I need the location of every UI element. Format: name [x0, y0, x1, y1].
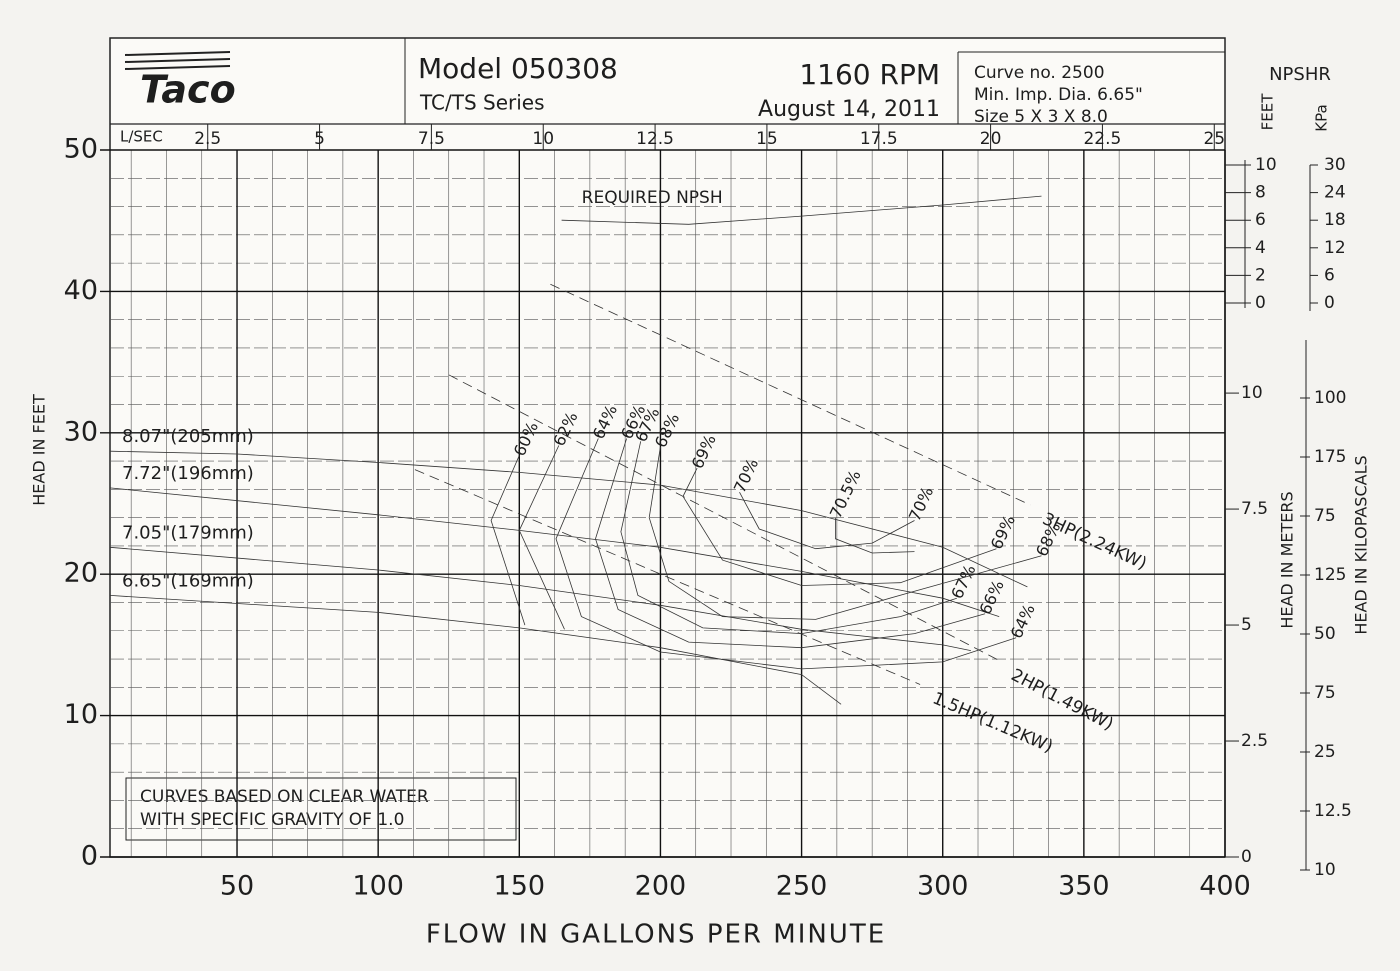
hp-line	[448, 374, 1000, 661]
y-tick-label: 40	[64, 275, 98, 306]
kpa-tick-label: 100	[1314, 388, 1346, 408]
hp-line	[414, 469, 921, 685]
npsh-axis-title: NPSHR	[1269, 64, 1331, 85]
efficiency-curve	[835, 517, 915, 554]
curve-info: Size 5 X 3 X 8.0	[974, 107, 1108, 127]
top-tick-label: 22.5	[1083, 129, 1121, 149]
top-tick-label: 20	[980, 129, 1002, 149]
x-tick-label: 100	[352, 871, 404, 902]
y-axis-label: HEAD IN FEET	[30, 394, 49, 506]
kpa-tick-label: 12.5	[1314, 801, 1352, 821]
y-tick-label: 0	[81, 841, 98, 872]
npsh-kpa-tick-label: 6	[1324, 265, 1335, 285]
y2-tick-label: 0	[1241, 847, 1252, 867]
logo: Taco	[124, 51, 236, 112]
kpa-tick-label: 75	[1314, 683, 1336, 703]
npsh-kpa-tick-label: 0	[1324, 293, 1335, 313]
top-tick-label: 25	[1203, 129, 1225, 149]
npsh-kpa-tick-label: 18	[1324, 210, 1346, 230]
impeller-curve	[109, 450, 1028, 588]
npsh-tick-label: 0	[1255, 293, 1266, 313]
logo-text: Taco	[140, 68, 236, 112]
y-tick-label: 20	[64, 558, 98, 589]
efficiency-curve	[682, 467, 997, 586]
kpa-tick-label: 50	[1314, 624, 1336, 644]
npsh-tick-label: 6	[1255, 210, 1266, 230]
kpa-axis-label: HEAD IN KILOPASCALS	[1352, 455, 1371, 634]
top-tick-label: 15	[756, 129, 778, 149]
npsh-tick-label: 10	[1255, 155, 1277, 175]
chart-title: Model 050308	[418, 52, 618, 85]
impeller-curve	[109, 487, 1000, 617]
speed: 1160 RPM	[799, 58, 940, 91]
impeller-label: 8.07"(205mm)	[122, 426, 254, 447]
x-tick-label: 300	[917, 871, 969, 902]
npsh-curve-label: REQUIRED NPSH	[582, 188, 723, 208]
efficiency-curve	[739, 492, 915, 550]
efficiency-curve	[595, 438, 986, 649]
npsh-kpa-tick-label: 30	[1324, 155, 1346, 175]
impeller-label: 7.05"(179mm)	[122, 522, 254, 543]
npsh-feet-label: FEET	[1259, 93, 1277, 131]
y2-tick-label: 10	[1241, 383, 1263, 403]
impeller-curve	[109, 595, 842, 705]
note: CURVES BASED ON CLEAR WATER	[140, 787, 429, 807]
efficiency-curve	[648, 446, 1042, 620]
y2-tick-label: 5	[1241, 615, 1252, 635]
kpa-tick-label: 125	[1314, 565, 1346, 585]
chart-subtitle: TC/TS Series	[419, 91, 545, 115]
npsh-tick-label: 8	[1255, 183, 1266, 203]
x-axis-label: FLOW IN GALLONS PER MINUTE	[426, 920, 886, 950]
x-tick-label: 50	[220, 871, 254, 902]
curve-info: Curve no. 2500	[974, 63, 1105, 83]
npsh-kpa-tick-label: 12	[1324, 238, 1346, 258]
chart-frame	[109, 37, 1226, 858]
top-axis-label: L/SEC	[120, 128, 163, 146]
x-tick-label: 400	[1199, 871, 1251, 902]
npsh-tick-label: 4	[1255, 238, 1266, 258]
efficiency-curve	[555, 438, 1017, 670]
kpa-tick-label: 75	[1314, 506, 1336, 526]
impeller-label: 7.72"(196mm)	[122, 463, 254, 484]
npsh-kpa-label: KPa	[1313, 104, 1331, 131]
y2-tick-label: 7.5	[1241, 499, 1268, 519]
y2-tick-label: 2.5	[1241, 731, 1268, 751]
npsh-kpa-tick-label: 24	[1324, 183, 1346, 203]
x-tick-label: 350	[1058, 871, 1110, 902]
y-tick-label: 10	[64, 699, 98, 730]
kpa-tick-label: 175	[1314, 447, 1346, 467]
hp-line	[550, 283, 1031, 506]
impeller-label: 6.65"(169mm)	[122, 570, 254, 591]
top-tick-label: 2.5	[194, 129, 221, 149]
y2-axis-label: HEAD IN METERS	[1278, 491, 1297, 628]
top-tick-label: 17.5	[860, 129, 898, 149]
efficiency-curve	[620, 441, 957, 635]
efficiency-curve	[518, 445, 565, 630]
top-tick-label: 5	[314, 129, 325, 149]
y-tick-label: 30	[64, 416, 98, 447]
x-tick-label: 250	[776, 871, 828, 902]
impeller-curve	[109, 546, 971, 651]
efficiency-curve	[490, 455, 526, 626]
y-tick-label: 50	[64, 134, 98, 165]
top-tick-label: 7.5	[418, 129, 445, 149]
npsh-curve	[561, 195, 1042, 225]
x-tick-label: 200	[635, 871, 687, 902]
curve-info: Min. Imp. Dia. 6.65"	[974, 85, 1143, 105]
kpa-tick-label: 25	[1314, 742, 1336, 762]
note-box	[125, 777, 517, 841]
kpa-tick-label: 10	[1314, 860, 1336, 880]
x-tick-label: 150	[494, 871, 546, 902]
top-tick-label: 10	[532, 129, 554, 149]
npsh-tick-label: 2	[1255, 265, 1266, 285]
date: August 14, 2011	[758, 97, 940, 122]
top-tick-label: 12.5	[636, 129, 674, 149]
